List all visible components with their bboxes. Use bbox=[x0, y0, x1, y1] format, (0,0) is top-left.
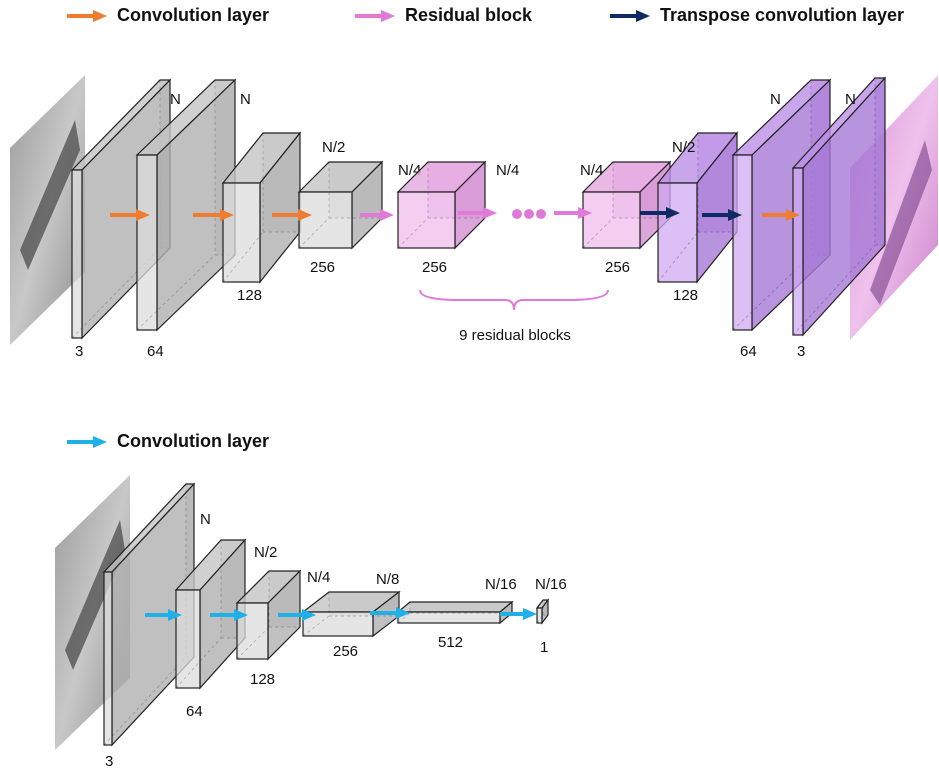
block-front bbox=[398, 612, 500, 623]
arrow bbox=[67, 10, 107, 22]
arrow-head bbox=[93, 10, 107, 22]
channel-label: 256 bbox=[310, 259, 335, 276]
arrow-head bbox=[523, 608, 537, 620]
arrow-head bbox=[380, 209, 394, 221]
block bbox=[658, 133, 737, 282]
legend-label: Transpose convolution layer bbox=[660, 5, 904, 25]
block-front bbox=[104, 572, 112, 745]
channel-label: 3 bbox=[797, 343, 805, 360]
size-label: N/2 bbox=[254, 544, 277, 561]
arrow bbox=[355, 10, 395, 22]
channel-label: 3 bbox=[75, 343, 83, 360]
channel-label: 512 bbox=[438, 634, 463, 651]
size-label: N/4 bbox=[307, 569, 330, 586]
size-label: N bbox=[845, 91, 856, 108]
size-label: N bbox=[170, 91, 181, 108]
channel-label: 256 bbox=[333, 643, 358, 660]
arrow-head bbox=[93, 436, 107, 448]
size-label: N bbox=[200, 511, 211, 528]
channel-label: 256 bbox=[422, 259, 447, 276]
channel-label: 128 bbox=[250, 671, 275, 688]
block-front bbox=[793, 168, 803, 335]
block-top bbox=[398, 602, 512, 612]
channel-label: 3 bbox=[105, 753, 113, 770]
block bbox=[537, 600, 548, 623]
block-front bbox=[237, 603, 268, 659]
block bbox=[299, 162, 382, 248]
size-label: N bbox=[770, 91, 781, 108]
dots bbox=[512, 209, 546, 219]
block-front bbox=[733, 155, 752, 330]
arrow-head bbox=[636, 10, 650, 22]
channel-label: 64 bbox=[740, 343, 757, 360]
size-label: N/4 bbox=[580, 162, 603, 179]
size-label: N/2 bbox=[672, 139, 695, 156]
block-front bbox=[223, 183, 260, 282]
block-front bbox=[398, 192, 455, 248]
arrow-head bbox=[483, 207, 497, 219]
figure: 9 residual blocks Convolution layer Resid… bbox=[0, 0, 939, 772]
legend-label: Convolution layer bbox=[117, 5, 269, 25]
arrow bbox=[610, 10, 650, 22]
channel-label: 256 bbox=[605, 259, 630, 276]
channel-label: 1 bbox=[540, 639, 548, 656]
block-front bbox=[537, 608, 542, 623]
block-front bbox=[137, 155, 157, 330]
size-label: N/2 bbox=[322, 139, 345, 156]
residual-label: 9 residual blocks bbox=[459, 327, 571, 344]
block-front bbox=[658, 183, 697, 282]
size-label: N/8 bbox=[376, 571, 399, 588]
size-label: N/16 bbox=[485, 576, 517, 593]
channel-label: 128 bbox=[237, 287, 262, 304]
arrow bbox=[67, 436, 107, 448]
block-front bbox=[176, 590, 200, 688]
arrow-head bbox=[381, 10, 395, 22]
size-label: N bbox=[240, 91, 251, 108]
channel-label: 64 bbox=[147, 343, 164, 360]
channel-label: 64 bbox=[186, 703, 203, 720]
block-front bbox=[72, 170, 82, 338]
block-front bbox=[583, 192, 640, 248]
brace bbox=[420, 290, 608, 310]
channel-label: 128 bbox=[673, 287, 698, 304]
block-front bbox=[299, 192, 352, 248]
size-label: N/16 bbox=[535, 576, 567, 593]
size-label: N/4 bbox=[496, 162, 519, 179]
legend-label: Residual block bbox=[405, 5, 533, 25]
legend-label: Convolution layer bbox=[117, 431, 269, 451]
block bbox=[398, 602, 512, 623]
